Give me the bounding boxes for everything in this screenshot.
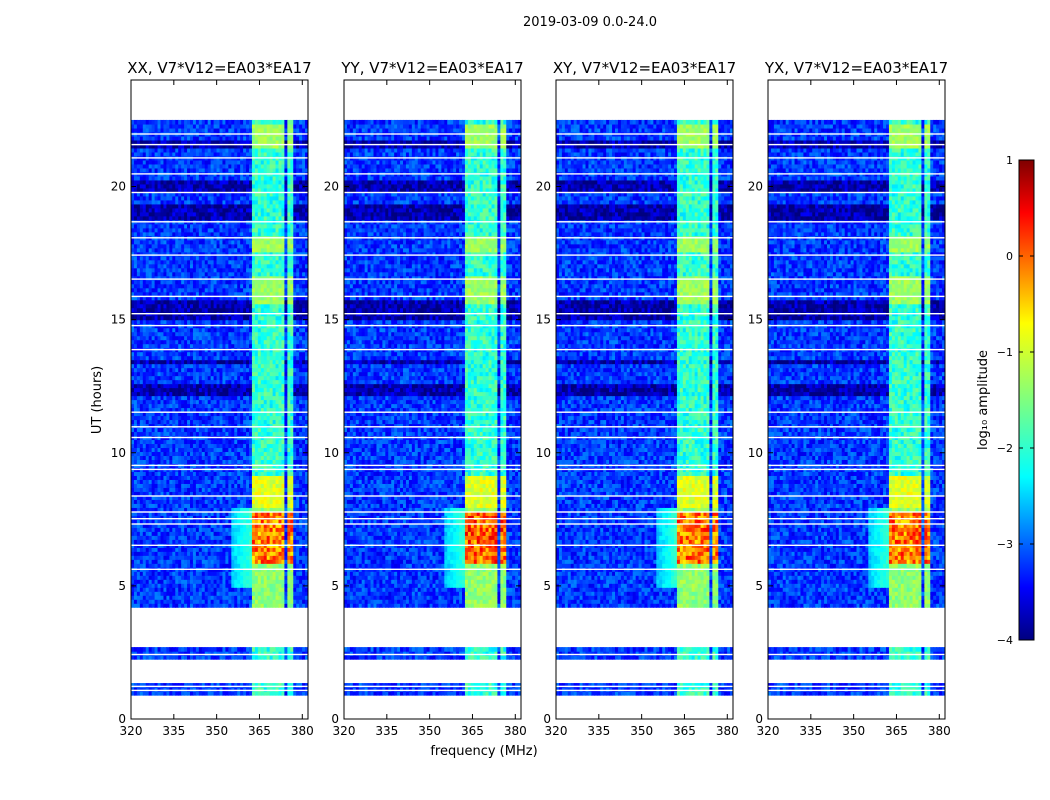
plot-frame <box>555 79 734 720</box>
panel-1: XX, V7*V12=EA03*EA17 320 335 350 365 380 0 5 10 1… <box>111 59 314 738</box>
y-axis-label: UT (hours) <box>90 366 105 434</box>
x-tick-label: 335 <box>162 724 185 738</box>
x-tick-label: 365 <box>461 724 484 738</box>
panel-title: XX, V7*V12=EA03*EA17 <box>127 59 311 77</box>
y-tick-label: 20 <box>748 180 763 194</box>
panel-title: YX, V7*V12=EA03*EA17 <box>764 59 948 77</box>
y-tick-label: 0 <box>755 712 763 726</box>
panel-3: XY, V7*V12=EA03*EA17 320 335 350 365 380 0 5 10 1… <box>536 59 739 738</box>
y-tick-label: 0 <box>331 712 339 726</box>
panel-2: YY, V7*V12=EA03*EA17 320 335 350 365 380 0 5 10 1… <box>324 59 527 738</box>
y-tick-label: 10 <box>111 446 126 460</box>
y-tick-label: 15 <box>748 313 763 327</box>
colorbar-tick-label: −4 <box>997 634 1013 647</box>
y-tick-label: 20 <box>111 180 126 194</box>
figure-suptitle: 2019-03-09 0.0-24.0 <box>523 15 657 30</box>
y-tick-label: 15 <box>536 313 551 327</box>
x-tick-label: 350 <box>205 724 228 738</box>
y-tick-label: 15 <box>324 313 339 327</box>
colorbar-gradient <box>1018 159 1035 641</box>
x-tick-label: 320 <box>545 724 568 738</box>
x-tick-label: 320 <box>120 724 143 738</box>
x-tick-label: 380 <box>504 724 527 738</box>
y-tick-label: 20 <box>324 180 339 194</box>
panel-4: YX, V7*V12=EA03*EA17 320 335 350 365 380 0 5 10 1… <box>748 59 951 738</box>
panels: XX, V7*V12=EA03*EA17 320 335 350 365 380 0 5 10 1… <box>111 59 951 738</box>
x-tick-label: 320 <box>757 724 780 738</box>
y-tick-label: 0 <box>543 712 551 726</box>
x-tick-label: 350 <box>418 724 441 738</box>
y-tick-label: 0 <box>118 712 126 726</box>
x-tick-label: 380 <box>716 724 739 738</box>
y-tick-label: 5 <box>118 579 126 593</box>
plot-frame <box>767 79 946 720</box>
heatmap-image <box>768 119 945 696</box>
panel-title: YY, V7*V12=EA03*EA17 <box>340 59 523 77</box>
x-tick-label: 380 <box>291 724 314 738</box>
colorbar-tick-label: −3 <box>997 538 1013 551</box>
x-tick-label: 320 <box>333 724 356 738</box>
x-tick-label: 350 <box>630 724 653 738</box>
y-tick-label: 10 <box>748 446 763 460</box>
y-tick-label: 10 <box>536 446 551 460</box>
y-tick-label: 5 <box>331 579 339 593</box>
x-tick-label: 365 <box>248 724 271 738</box>
colorbar-label: log₁₀ amplitude <box>976 350 991 450</box>
heatmap-image <box>556 119 733 696</box>
x-tick-label: 350 <box>842 724 865 738</box>
y-tick-label: 5 <box>543 579 551 593</box>
panel-title: XY, V7*V12=EA03*EA17 <box>553 59 736 77</box>
colorbar-ticks: 1 0 −1 −2 −3 −4 <box>997 154 1034 647</box>
colorbar-tick-label: −1 <box>997 346 1013 359</box>
x-tick-label: 365 <box>673 724 696 738</box>
colorbar-tick-label: 0 <box>1006 250 1013 263</box>
heatmap-image <box>131 119 308 696</box>
plot-frame <box>130 79 309 720</box>
y-tick-label: 10 <box>324 446 339 460</box>
y-tick-label: 15 <box>111 313 126 327</box>
y-tick-label: 5 <box>755 579 763 593</box>
x-tick-label: 365 <box>885 724 908 738</box>
colorbar: 1 0 −1 −2 −3 −4 log₁₀ amplitude <box>976 154 1035 647</box>
x-axis-label: frequency (MHz) <box>430 744 537 759</box>
heatmap-image <box>344 119 521 696</box>
x-tick-label: 335 <box>587 724 610 738</box>
x-tick-label: 335 <box>799 724 822 738</box>
x-tick-label: 335 <box>375 724 398 738</box>
y-tick-label: 20 <box>536 180 551 194</box>
colorbar-tick-label: 1 <box>1006 154 1013 167</box>
plot-frame <box>343 79 522 720</box>
x-tick-label: 380 <box>928 724 951 738</box>
colorbar-tick-label: −2 <box>997 442 1013 455</box>
